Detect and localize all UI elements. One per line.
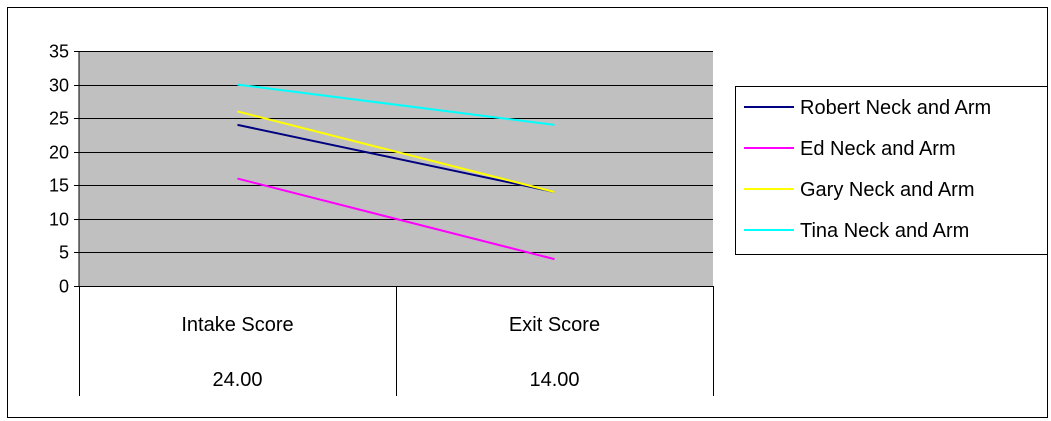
table-value: 24.00 (212, 369, 262, 391)
y-tick-label: 30 (49, 76, 69, 96)
legend-label: Tina Neck and Arm (800, 220, 969, 242)
legend-box (735, 86, 1048, 255)
y-tick-label: 0 (59, 277, 69, 297)
legend-label: Robert Neck and Arm (800, 97, 991, 119)
series-line-gary (237, 110, 555, 193)
y-tick-label: 10 (49, 210, 69, 230)
y-tick-label: 5 (59, 243, 69, 263)
y-tick-label: 35 (49, 42, 69, 62)
legend-label: Gary Neck and Arm (800, 179, 975, 201)
legend-label: Ed Neck and Arm (800, 138, 956, 160)
x-category-label: Exit Score (509, 314, 600, 336)
y-tick-label: 15 (49, 176, 69, 196)
table-value: 14.00 (529, 369, 579, 391)
series-line-ed (237, 177, 555, 261)
plot-area (79, 51, 713, 286)
series-lines (237, 83, 555, 261)
y-tick-label: 20 (49, 143, 69, 163)
y-axis-ticks: 0 5 10 15 20 25 30 35 (49, 42, 79, 297)
category-table: Intake Score Exit Score 24.00 14.00 (79, 286, 714, 396)
y-tick-label: 25 (49, 109, 69, 129)
series-line-robert (237, 123, 555, 193)
legend: Robert Neck and Arm Ed Neck and Arm Gary N… (735, 86, 1048, 255)
x-category-label: Intake Score (181, 314, 293, 336)
series-line-tina (237, 83, 555, 126)
